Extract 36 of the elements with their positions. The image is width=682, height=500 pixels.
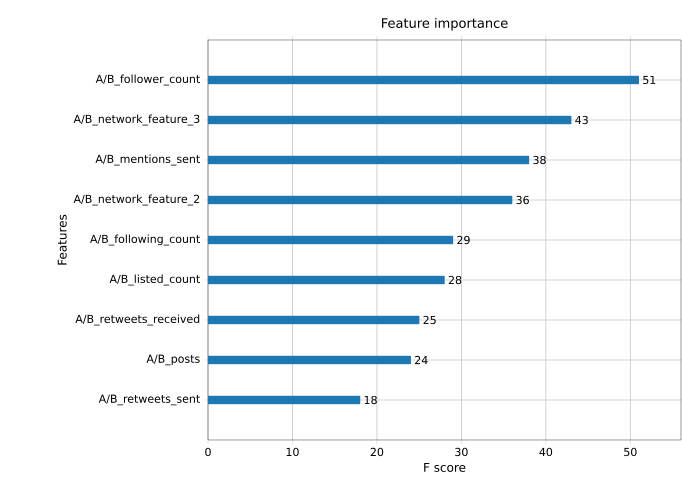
- y-tick-label: A/B_network_feature_3: [74, 114, 200, 126]
- bar: [208, 156, 530, 164]
- y-tick-label: A/B_following_count: [90, 234, 200, 246]
- x-tick-label: 0: [205, 448, 211, 456]
- y-tick-label: A/B_mentions_sent: [95, 154, 200, 166]
- x-tick-label: 50: [624, 448, 637, 456]
- bar: [208, 196, 512, 204]
- y-tick-label: A/B_network_feature_2: [74, 194, 200, 206]
- data-label: 43: [575, 116, 588, 124]
- x-tick-label: 10: [286, 448, 299, 456]
- data-label: 24: [415, 356, 428, 364]
- bar: [208, 76, 639, 84]
- bar: [208, 316, 420, 324]
- bar: [208, 396, 360, 404]
- chart-title: Feature importance: [382, 18, 508, 30]
- data-label: 38: [533, 156, 546, 164]
- x-axis-title: F score: [424, 462, 466, 472]
- x-tick-label: 40: [539, 448, 552, 456]
- y-tick-label: A/B_follower_count: [96, 74, 200, 86]
- x-tick-label: 30: [455, 448, 468, 456]
- data-label: 51: [643, 76, 656, 84]
- bar: [208, 116, 572, 124]
- data-label: 28: [448, 276, 462, 284]
- bar: [208, 236, 454, 244]
- y-tick-label: A/B_retweets_received: [75, 314, 200, 326]
- y-tick-label: A/B_listed_count: [110, 274, 200, 286]
- x-tick-label: 20: [370, 448, 384, 456]
- y-tick-label: A/B_posts: [146, 354, 200, 366]
- y-axis-title: Features: [58, 214, 67, 265]
- data-label: 18: [364, 396, 377, 404]
- bar: [208, 356, 411, 364]
- data-label: 25: [423, 316, 436, 324]
- bar: [208, 276, 445, 284]
- y-tick-label: A/B_retweets_sent: [98, 394, 200, 406]
- data-label: 29: [457, 236, 470, 244]
- data-label: 36: [516, 196, 529, 204]
